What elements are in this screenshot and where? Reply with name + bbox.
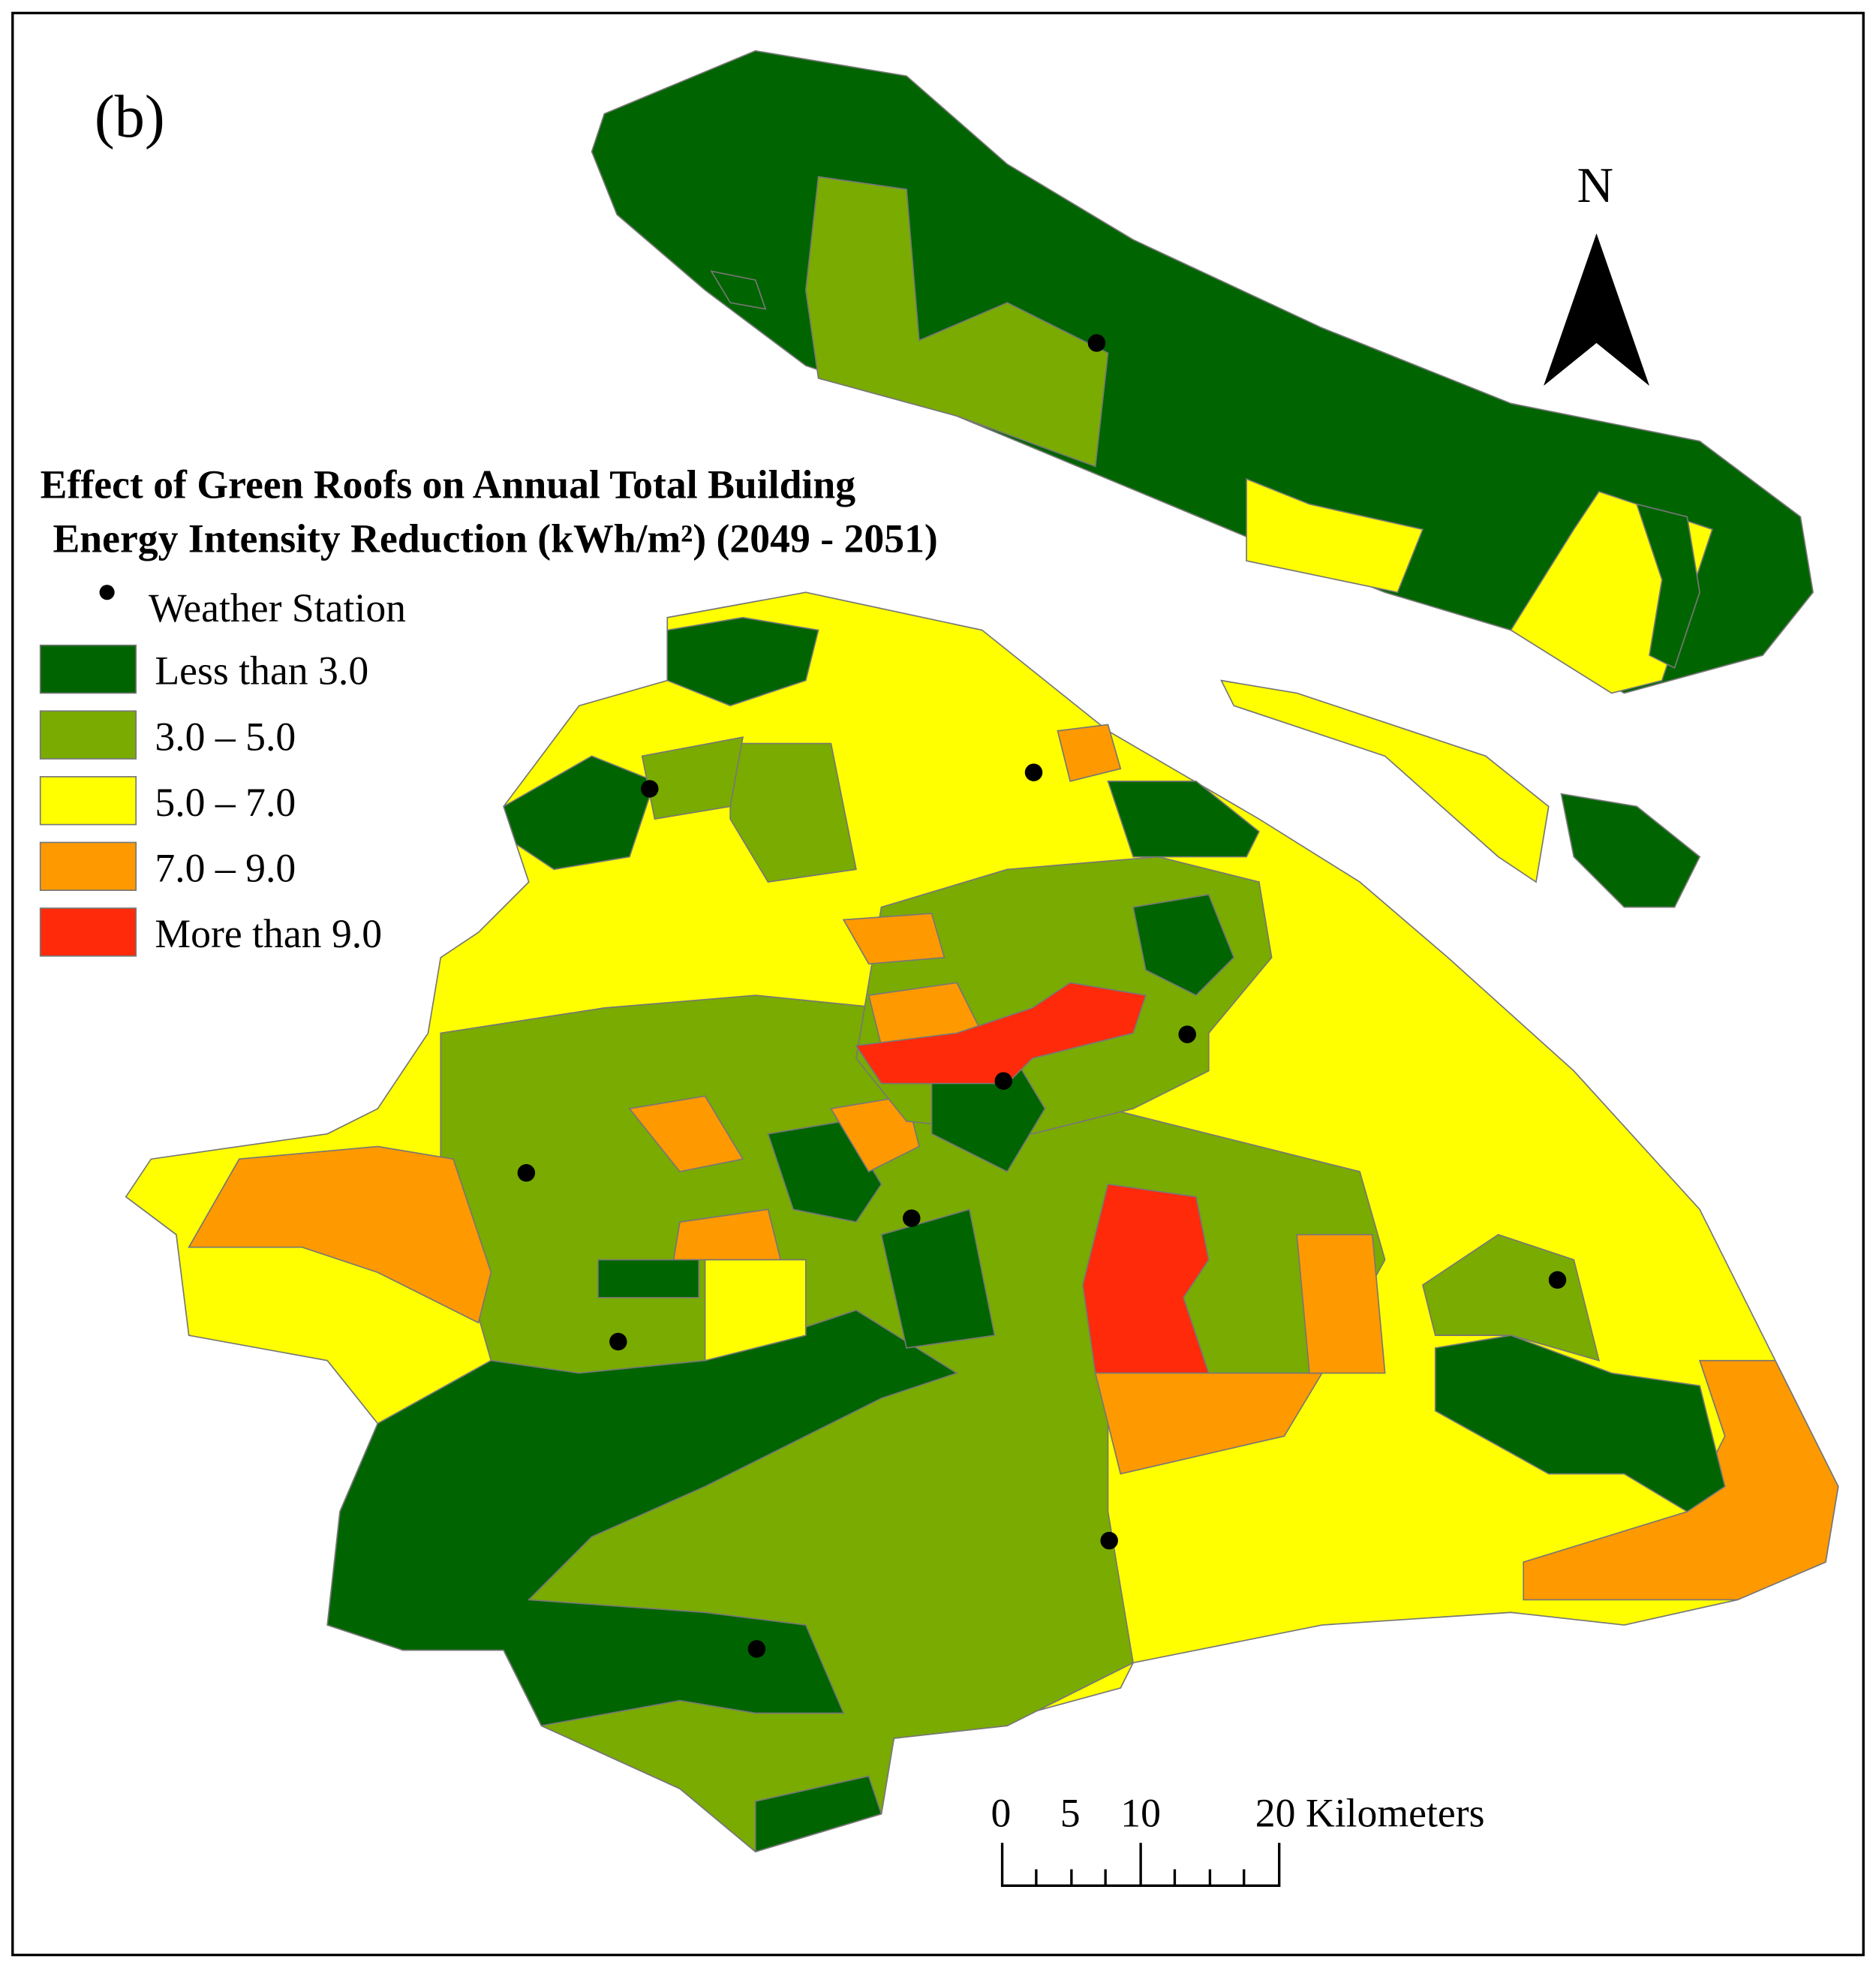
region (1082, 1183, 1210, 1374)
region (1107, 781, 1260, 858)
region (1132, 893, 1235, 997)
region (1094, 1372, 1324, 1475)
legend-label: 3.0 – 5.0 (155, 714, 296, 759)
legend-swatch (39, 775, 137, 826)
legend-title: Energy Intensity Reduction (kWh/m²) (204… (53, 516, 937, 561)
scale-label: 5 (1060, 1790, 1081, 1835)
region (1635, 503, 1700, 670)
scale-ticks (1000, 1843, 1281, 1888)
station-dot (994, 1072, 1012, 1090)
region (855, 982, 1147, 1085)
legend: Effect of Green Roofs on Annual Total Bu… (39, 462, 938, 957)
region (641, 736, 744, 820)
region (1434, 1335, 1726, 1513)
legend-swatch (39, 710, 137, 760)
legend-label: 5.0 – 7.0 (155, 780, 296, 825)
legend-label: Less than 3.0 (155, 648, 368, 694)
region (830, 1095, 920, 1173)
legend-swatch (39, 644, 137, 694)
regions (125, 50, 1839, 1853)
station-dot (747, 1640, 766, 1658)
station-dot (1024, 763, 1043, 781)
legend-swatch (39, 841, 137, 892)
legend-station-dot (99, 585, 115, 600)
region (1296, 1234, 1386, 1374)
region (880, 1208, 996, 1349)
legend-swatch (39, 907, 137, 957)
legend-title: Effect of Green Roofs on Annual Total Bu… (41, 462, 856, 507)
scale-bar: 0 5 10 20 Kilometers (991, 1790, 1485, 1888)
region (704, 1259, 807, 1362)
station-dot (641, 780, 659, 798)
panel-label: (b) (95, 83, 165, 150)
scale-label: 20 Kilometers (1255, 1790, 1485, 1835)
scale-label: 10 (1120, 1790, 1161, 1835)
region (1057, 724, 1122, 782)
legend-label: 7.0 – 9.0 (155, 845, 296, 890)
region (628, 1095, 744, 1172)
region (1220, 679, 1550, 883)
north-arrow (1544, 233, 1649, 387)
region (188, 1145, 492, 1324)
region (754, 1775, 882, 1853)
region (842, 913, 946, 965)
region (503, 755, 656, 871)
scale-label: 0 (991, 1790, 1011, 1835)
north-label: N (1577, 157, 1613, 213)
region (710, 270, 767, 310)
legend-label: Weather Station (149, 585, 406, 630)
region (804, 176, 1109, 468)
station-dot (903, 1209, 921, 1227)
weather-stations (517, 334, 1567, 1658)
region (1560, 793, 1701, 908)
region (666, 616, 819, 707)
station-dot (1087, 334, 1106, 352)
station-dot (1178, 1025, 1196, 1043)
region (597, 1259, 700, 1298)
region (1246, 477, 1424, 594)
legend-label: More than 9.0 (155, 911, 382, 956)
station-dot (609, 1332, 627, 1351)
station-dot (1548, 1271, 1567, 1289)
station-dot (1100, 1531, 1118, 1550)
region (1422, 1233, 1601, 1362)
station-dot (517, 1163, 536, 1182)
